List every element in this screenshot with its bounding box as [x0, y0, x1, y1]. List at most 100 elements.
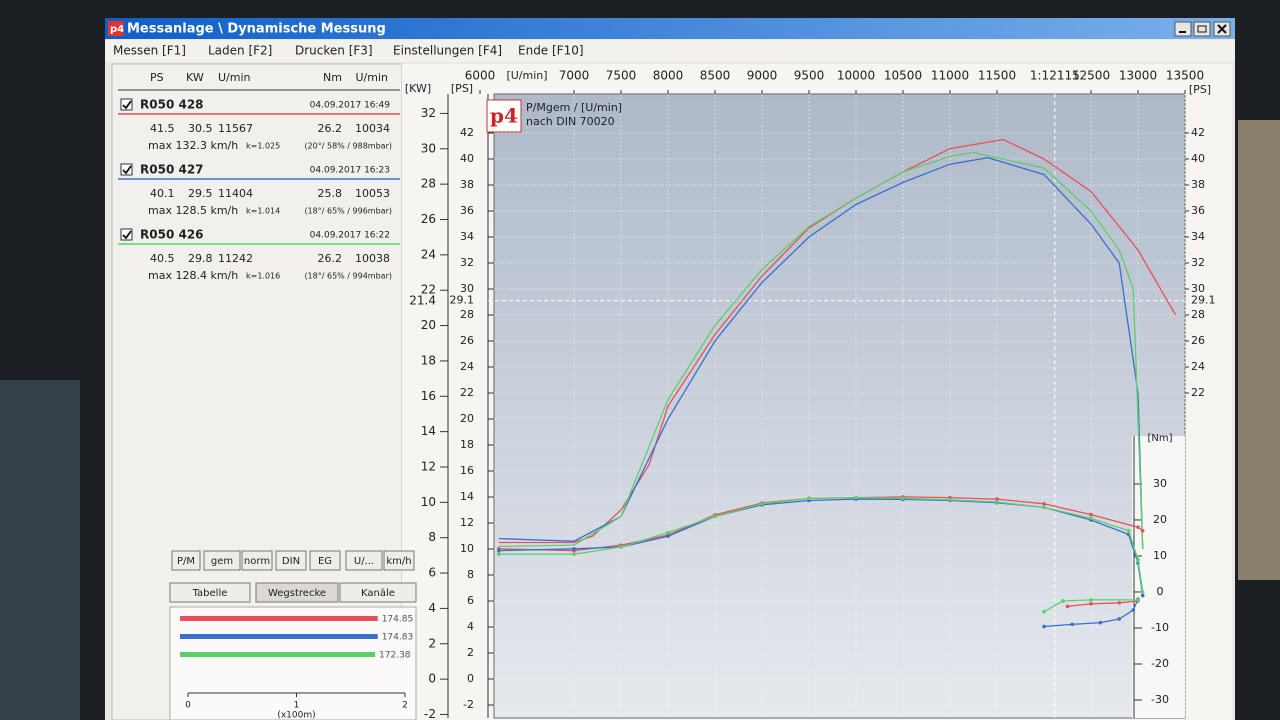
torque-point	[1089, 512, 1093, 517]
kw-tick-label: 12	[421, 459, 436, 473]
distance-label: 174.83	[382, 633, 414, 643]
y-tick-label: 38	[460, 178, 474, 191]
kw-tick-label: 22	[421, 283, 436, 297]
column-header: Nm	[323, 71, 342, 84]
torque-point	[1042, 505, 1046, 510]
tab-button[interactable]	[339, 582, 417, 603]
run-date: 04.09.2017 16:49	[310, 101, 391, 111]
torque-point	[1117, 617, 1121, 621]
y-tick-label: 10	[460, 542, 474, 555]
background-wall	[1238, 120, 1280, 580]
y-right-tick-label: 32	[1191, 256, 1205, 269]
title-bar	[105, 18, 1235, 39]
y-right-tick-label: 42	[1191, 126, 1205, 139]
cursor-kw-label: 21.4	[409, 293, 436, 307]
tab-button[interactable]	[169, 582, 251, 603]
toggle-button[interactable]	[275, 550, 307, 571]
torque-point	[1089, 598, 1093, 602]
kw-tick-label: -2	[424, 707, 436, 720]
run-nm-rpm: 10038	[355, 252, 390, 265]
torque-point	[854, 495, 858, 500]
menu-item[interactable]: Laden [F2]	[208, 44, 272, 58]
y-right-tick-label: 30	[1191, 282, 1205, 295]
menu-bar	[105, 40, 1235, 62]
torque-point	[666, 534, 670, 538]
x-tick-label: 2	[402, 701, 408, 711]
run-checkbox[interactable]	[120, 98, 133, 111]
y-tick-label: 22	[460, 386, 474, 399]
y-tick-label: 14	[460, 490, 474, 503]
run-nm: 26.2	[318, 252, 343, 265]
torque-point	[1136, 557, 1140, 562]
torque-curve	[498, 498, 1144, 628]
menu-item[interactable]: Messen [F1]	[113, 44, 186, 58]
run-vmax: max 128.4 km/h	[148, 269, 238, 282]
toggle-button[interactable]	[383, 550, 415, 571]
run-rpm: 11404	[218, 187, 253, 200]
minimize-button[interactable]	[1174, 21, 1192, 37]
y-right-tick-label: 28	[1191, 308, 1205, 321]
torque-point	[1131, 608, 1136, 612]
torque-point	[1126, 528, 1131, 533]
torque-point	[1098, 620, 1103, 625]
torque-point	[1089, 602, 1093, 606]
torque-point	[1042, 609, 1046, 614]
y2-tick-label: 30	[1153, 477, 1167, 490]
menu-item[interactable]: Ende [F10]	[518, 44, 584, 58]
run-checkbox[interactable]	[120, 163, 133, 176]
kw-tick-label: 10	[421, 495, 436, 509]
torque-point	[1140, 590, 1145, 594]
toggle-button[interactable]	[203, 550, 241, 571]
menu-item[interactable]: Drucken [F3]	[295, 44, 373, 58]
button-label: P/M	[177, 556, 195, 567]
distance-bar	[180, 652, 376, 657]
run-checkbox[interactable]	[120, 228, 133, 241]
y-right-tick-label: 34	[1191, 230, 1205, 243]
chart-title: P/Mgem / [U/min]	[526, 101, 622, 114]
toggle-button[interactable]	[241, 550, 273, 571]
x-tick-label: 1	[294, 701, 300, 711]
kw-tick-label: 28	[421, 177, 436, 191]
y-tick-label: 6	[467, 594, 474, 607]
chart-logo: p4	[490, 104, 518, 128]
button-label: DIN	[282, 556, 300, 567]
torque-point	[1140, 593, 1145, 598]
toggle-button[interactable]	[171, 550, 201, 571]
run-name: R050 428	[140, 98, 204, 112]
column-header: PS	[150, 71, 164, 84]
y-tick-label: 40	[460, 152, 474, 165]
distance-label: 172.38	[379, 651, 411, 661]
torque-point	[1042, 624, 1046, 629]
run-k: k=1.016	[246, 272, 280, 281]
restore-button[interactable]	[1193, 21, 1211, 37]
y-axis-label: [PS]	[451, 82, 473, 95]
y-tick-label: 42	[460, 126, 474, 139]
toggle-button[interactable]	[309, 550, 341, 571]
kw-tick-label: 8	[428, 530, 436, 544]
menu-item[interactable]: Einstellungen [F4]	[393, 44, 502, 58]
column-header: U/min	[218, 71, 251, 84]
button-label: EG	[318, 556, 332, 567]
tab-button[interactable]	[255, 582, 339, 603]
y-tick-label: 36	[460, 204, 474, 217]
plot-area	[493, 93, 1186, 719]
toggle-button[interactable]	[345, 550, 383, 571]
button-label: Kanäle	[361, 588, 395, 599]
run-name: R050 426	[140, 228, 204, 242]
kw-tick-label: 14	[421, 424, 436, 438]
chart-subtitle: nach DIN 70020	[526, 115, 615, 128]
run-nm-rpm: 10053	[355, 187, 390, 200]
torque-point	[1042, 501, 1046, 506]
x-tick-label: 7000	[559, 69, 590, 83]
torque-point	[1136, 598, 1140, 602]
x-tick-label: 11000	[931, 69, 969, 83]
button-label: km/h	[386, 556, 411, 567]
y-right-tick-label: 26	[1191, 334, 1205, 347]
x-tick-label: 8500	[700, 69, 731, 83]
x-tick-label: 7500	[606, 69, 637, 83]
restore-icon	[1197, 25, 1207, 33]
kw-tick-label: 4	[428, 601, 436, 615]
power-curve	[498, 157, 1144, 550]
